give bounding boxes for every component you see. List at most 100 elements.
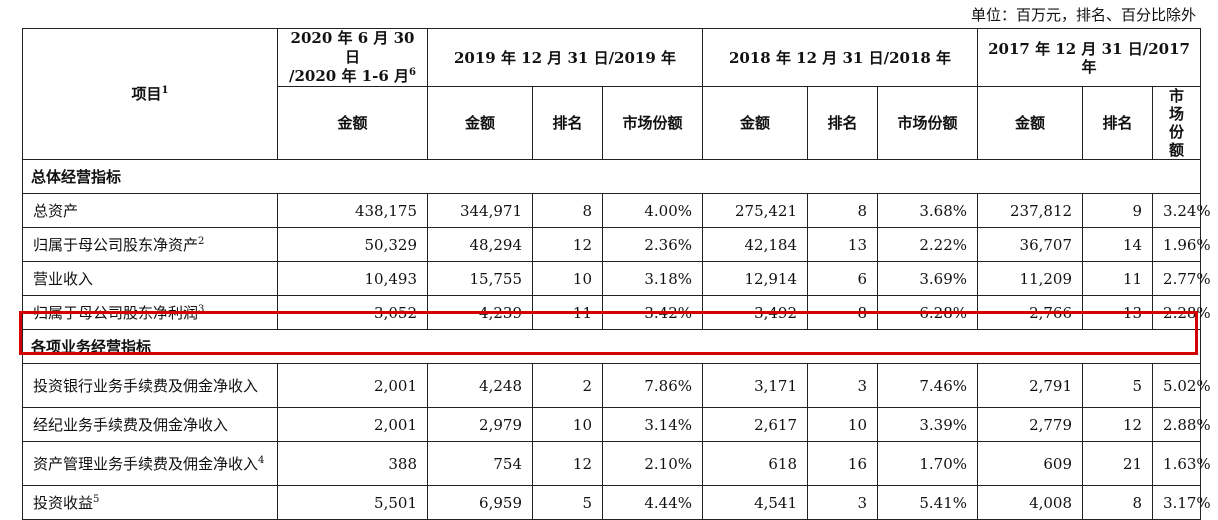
table-cell: 5 (532, 485, 603, 520)
amount-header: 金额 (977, 86, 1084, 160)
table-cell: 15,755 (427, 261, 533, 296)
col-2020-header: 2020 年 6 月 30 日 /2020 年 1-6 月6 (277, 28, 428, 87)
table-cell: 237,812 (977, 193, 1084, 228)
table-cell: 2.77% (1152, 261, 1211, 296)
table-cell: 388 (277, 441, 428, 486)
table-cell: 42,184 (702, 227, 809, 262)
row-label: 经纪业务手续费及佣金净收入 (22, 407, 278, 442)
table-cell: 16 (807, 441, 879, 486)
table-cell: 7.86% (601, 363, 704, 408)
table-cell: 11 (532, 295, 603, 330)
table-cell: 3,052 (277, 295, 428, 330)
footnote-marker: 3 (198, 303, 205, 315)
table-cell: 3 (807, 485, 879, 520)
row-label: 归属于母公司股东净资产2 (22, 227, 278, 262)
table-cell: 10 (532, 407, 603, 442)
table-cell: 5 (1082, 363, 1154, 408)
table-cell: 3.42% (601, 295, 704, 330)
table-cell: 8 (807, 295, 879, 330)
table-cell: 8 (1082, 485, 1154, 520)
table-cell: 48,294 (427, 227, 533, 262)
footnote-marker: 5 (93, 493, 100, 505)
financial-table: 项目1 2020 年 6 月 30 日 /2020 年 1-6 月6 2019 … (21, 28, 1211, 520)
table-cell: 2,791 (977, 363, 1084, 408)
share-header: 市场份额 (877, 86, 979, 160)
table-body: 总体经营指标 总资产 438,175 344,971 8 4.00% 275,421 8 3.6… (21, 159, 1211, 520)
amount-header: 金额 (427, 86, 533, 160)
table-cell: 4,239 (427, 295, 533, 330)
table-cell: 275,421 (702, 193, 809, 228)
table-cell: 12 (532, 227, 603, 262)
table-cell: 2,001 (277, 363, 428, 408)
item-header: 项目1 (22, 28, 278, 160)
table-cell: 4.44% (601, 485, 704, 520)
col-2019-header: 2019 年 12 月 31 日/2019 年 (426, 28, 704, 87)
table-cell: 7.46% (877, 363, 979, 408)
row-label: 投资收益5 (22, 485, 278, 520)
table-row: 投资收益5 5,501 6,959 5 4.44% 4,541 3 5.41% 4,008 8 3.… (22, 485, 1211, 520)
table-cell: 10 (532, 261, 603, 296)
table-cell: 5.02% (1152, 363, 1211, 408)
table-cell: 3.18% (601, 261, 704, 296)
footnote-marker: 4 (258, 454, 265, 466)
table-cell: 2,001 (277, 407, 428, 442)
table-row: 资产管理业务手续费及佣金净收入4 388 754 12 2.10% 618 16 1.70% 6… (22, 441, 1211, 486)
table-cell: 4,541 (702, 485, 809, 520)
row-label: 投资银行业务手续费及佣金净收入 (22, 363, 278, 408)
row-label: 归属于母公司股东净利润3 (22, 295, 278, 330)
table-cell: 21 (1082, 441, 1154, 486)
table-cell: 36,707 (977, 227, 1084, 262)
table-row: 归属于母公司股东净利润3 3,052 4,239 11 3.42% 3,492 8 6.28%… (22, 295, 1211, 330)
amount-header: 金额 (277, 86, 428, 160)
table-cell: 2 (532, 363, 603, 408)
table-cell: 2.22% (877, 227, 979, 262)
row-label: 总资产 (22, 193, 278, 228)
table-cell: 6 (807, 261, 879, 296)
table-cell: 2.28% (1152, 295, 1211, 330)
table-row: 投资银行业务手续费及佣金净收入 2,001 4,248 2 7.86% 3,171 3 7.4… (22, 363, 1211, 408)
amount-header: 金额 (702, 86, 809, 160)
table-cell: 3 (807, 363, 879, 408)
section-title: 总体经营指标 (21, 159, 1202, 194)
table-cell: 2.88% (1152, 407, 1211, 442)
rank-header: 排名 (807, 86, 879, 160)
table-cell: 5,501 (277, 485, 428, 520)
table-cell: 14 (1082, 227, 1154, 262)
table-row: 营业收入 10,493 15,755 10 3.18% 12,914 6 3.69% 11,20… (22, 261, 1211, 296)
table-cell: 2,617 (702, 407, 809, 442)
table-cell: 438,175 (277, 193, 428, 228)
table-cell: 13 (1082, 295, 1154, 330)
table-row: 总资产 438,175 344,971 8 4.00% 275,421 8 3.68% 237,… (22, 193, 1211, 228)
table-cell: 10,493 (277, 261, 428, 296)
table-cell: 13 (807, 227, 879, 262)
table-cell: 3,171 (702, 363, 809, 408)
table-row: 经纪业务手续费及佣金净收入 2,001 2,979 10 3.14% 2,617 10 3.3… (22, 407, 1211, 442)
table-cell: 754 (427, 441, 533, 486)
table-cell: 6,959 (427, 485, 533, 520)
section-row: 各项业务经营指标 (21, 329, 1202, 364)
section-title: 各项业务经营指标 (21, 329, 1202, 364)
table-cell: 11 (1082, 261, 1154, 296)
table-cell: 12 (1082, 407, 1154, 442)
row-label: 资产管理业务手续费及佣金净收入4 (22, 441, 278, 486)
col-2018-header: 2018 年 12 月 31 日/2018 年 (702, 28, 979, 87)
table-cell: 11,209 (977, 261, 1084, 296)
table-cell: 1.70% (877, 441, 979, 486)
table-cell: 4.00% (601, 193, 704, 228)
table-cell: 4,008 (977, 485, 1084, 520)
table-row: 归属于母公司股东净资产2 50,329 48,294 12 2.36% 42,184 13 2… (22, 227, 1211, 262)
table-cell: 2.10% (601, 441, 704, 486)
table-cell: 1.96% (1152, 227, 1211, 262)
share-header: 市场份额 (1152, 86, 1202, 160)
table-cell: 3,492 (702, 295, 809, 330)
table-cell: 609 (977, 441, 1084, 486)
table-cell: 3.68% (877, 193, 979, 228)
table-cell: 3.39% (877, 407, 979, 442)
table-cell: 6.28% (877, 295, 979, 330)
footnote-marker: 2 (198, 235, 205, 247)
table-cell: 5.41% (877, 485, 979, 520)
table-cell: 618 (702, 441, 809, 486)
table-cell: 8 (532, 193, 603, 228)
table-cell: 9 (1082, 193, 1154, 228)
rank-header: 排名 (1082, 86, 1154, 160)
